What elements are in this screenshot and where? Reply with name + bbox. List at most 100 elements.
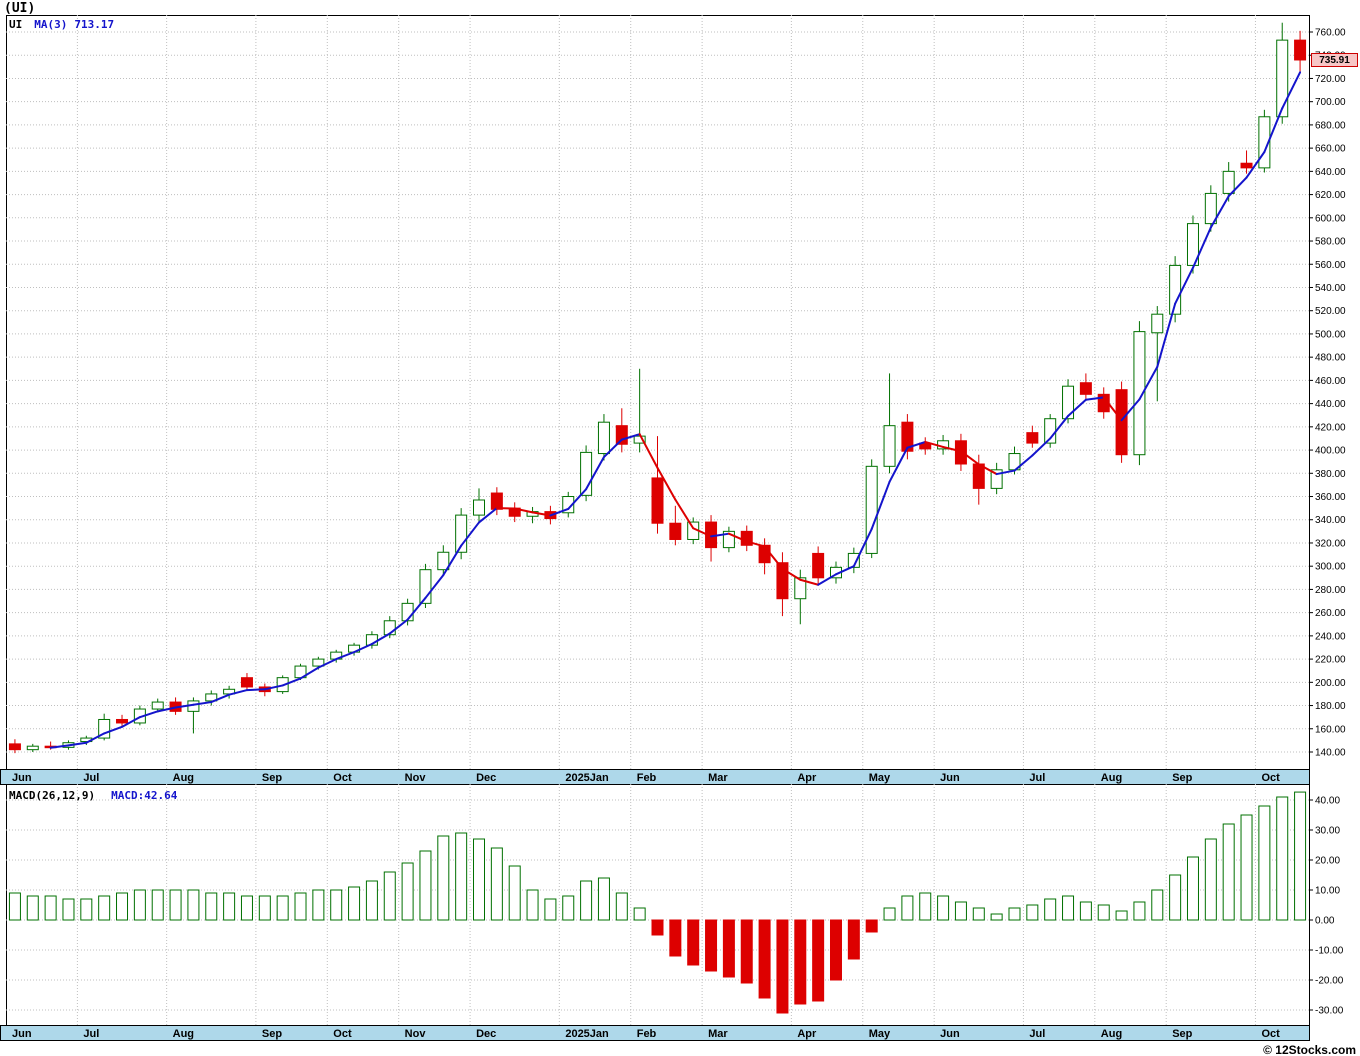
ma-line-segment xyxy=(85,732,106,744)
macd-bar-positive xyxy=(151,889,164,921)
main-chart-panel xyxy=(6,15,1310,770)
candle-up xyxy=(98,718,111,739)
ma-line-segment xyxy=(228,689,248,696)
candle-up xyxy=(419,569,432,604)
macd-bar-positive xyxy=(883,907,896,921)
macd-bar-positive xyxy=(294,892,307,921)
macd-bar-negative xyxy=(651,919,664,936)
macd-bar-positive xyxy=(169,889,182,921)
candle-down xyxy=(490,492,503,510)
candle-up xyxy=(383,620,396,636)
month-band-bottom xyxy=(0,1025,1310,1041)
macd-bar-positive xyxy=(490,847,503,921)
ma-line-segment xyxy=(710,532,730,538)
month-label: Jul xyxy=(83,1028,99,1040)
month-label: Aug xyxy=(1101,772,1122,784)
price-axis-label: 580.00 xyxy=(1315,237,1346,248)
price-axis-label: 180.00 xyxy=(1315,701,1346,712)
macd-legend: MACD(26,12,9) MACD:42.64 xyxy=(9,789,177,802)
macd-bar-positive xyxy=(258,895,271,921)
macd-bar-positive xyxy=(1062,895,1075,921)
ma-line-segment xyxy=(692,527,713,538)
macd-bar-positive xyxy=(1008,907,1021,921)
macd-bar-positive xyxy=(1115,910,1128,921)
price-axis-label: 400.00 xyxy=(1315,446,1346,457)
month-label: Jul xyxy=(83,772,99,784)
macd-axis-label: 10.00 xyxy=(1315,886,1340,897)
ma-line-segment xyxy=(888,446,909,483)
ma-line-segment xyxy=(1138,365,1159,401)
candle-up xyxy=(437,551,450,571)
month-band-top xyxy=(0,769,1310,785)
month-label: Apr xyxy=(797,1028,817,1040)
ma-line-segment xyxy=(335,651,356,661)
ma-line-segment xyxy=(1102,396,1123,422)
month-label: Feb xyxy=(637,772,657,784)
last-price-badge: 735.91 xyxy=(1311,53,1358,67)
main-chart-legend: UI MA(3) 713.17 xyxy=(9,18,121,31)
ma-line-segment xyxy=(906,440,927,449)
macd-bar-negative xyxy=(829,919,842,981)
price-axis-label: 660.00 xyxy=(1315,144,1346,155)
macd-bar-positive xyxy=(1186,856,1199,921)
macd-bar-positive xyxy=(98,895,111,921)
candle-down xyxy=(1026,432,1039,444)
macd-bar-positive xyxy=(62,898,75,921)
macd-bar-positive xyxy=(1258,805,1271,921)
ma-line-segment xyxy=(103,725,124,735)
ma-line-segment xyxy=(245,688,266,692)
candle-down xyxy=(1294,39,1307,61)
macd-bar-positive xyxy=(401,862,414,921)
price-axis-label: 760.00 xyxy=(1315,28,1346,39)
macd-bar-negative xyxy=(812,919,825,1002)
macd-bar-positive xyxy=(276,895,289,921)
price-axis-label: 600.00 xyxy=(1315,213,1346,224)
candle-down xyxy=(812,552,825,579)
ma-line-segment xyxy=(995,469,1016,476)
candle-up xyxy=(312,658,325,667)
ma-line-segment xyxy=(49,744,70,749)
ma-line-segment xyxy=(1245,151,1266,179)
month-label: Jun xyxy=(12,1028,32,1040)
macd-bar-positive xyxy=(1079,901,1092,921)
ma-line-segment xyxy=(1209,195,1230,229)
price-axis-label: 480.00 xyxy=(1315,353,1346,364)
macd-bar-negative xyxy=(705,919,718,972)
ma-line-segment xyxy=(1263,107,1284,153)
copyright-link[interactable]: © 12Stocks.com xyxy=(1263,1043,1356,1056)
macd-bar-positive xyxy=(473,838,486,921)
macd-bar-positive xyxy=(633,907,646,921)
macd-bar-positive xyxy=(544,898,557,921)
price-axis-label: 680.00 xyxy=(1315,120,1346,131)
price-axis-label: 340.00 xyxy=(1315,515,1346,526)
ma-line-segment xyxy=(745,540,766,548)
month-label: Nov xyxy=(405,772,427,784)
price-axis-label: 160.00 xyxy=(1315,724,1346,735)
macd-bar-positive xyxy=(562,895,575,921)
candle-up xyxy=(794,577,807,600)
ma-line-segment xyxy=(192,701,213,706)
ma-line-segment xyxy=(870,480,891,531)
ma-line-segment xyxy=(460,521,481,547)
candle-up xyxy=(1133,331,1146,456)
macd-panel xyxy=(6,784,1310,1026)
ma-line-segment xyxy=(406,596,427,621)
ma-line-segment xyxy=(263,684,284,691)
macd-bar-positive xyxy=(1133,901,1146,921)
candle-up xyxy=(847,552,860,568)
candle-down xyxy=(1079,382,1092,395)
ma-line-segment xyxy=(1013,454,1034,472)
price-axis-label: 700.00 xyxy=(1315,97,1346,108)
candle-up xyxy=(1062,385,1075,420)
candle-up xyxy=(1258,116,1271,169)
macd-bar-negative xyxy=(847,919,860,960)
month-label: Aug xyxy=(173,772,194,784)
candle-up xyxy=(473,499,486,516)
macd-bar-negative xyxy=(794,919,807,1005)
macd-bar-positive xyxy=(419,850,432,921)
macd-bar-positive xyxy=(330,889,343,921)
ma-line-segment xyxy=(1031,437,1052,457)
macd-bar-positive xyxy=(26,895,39,921)
